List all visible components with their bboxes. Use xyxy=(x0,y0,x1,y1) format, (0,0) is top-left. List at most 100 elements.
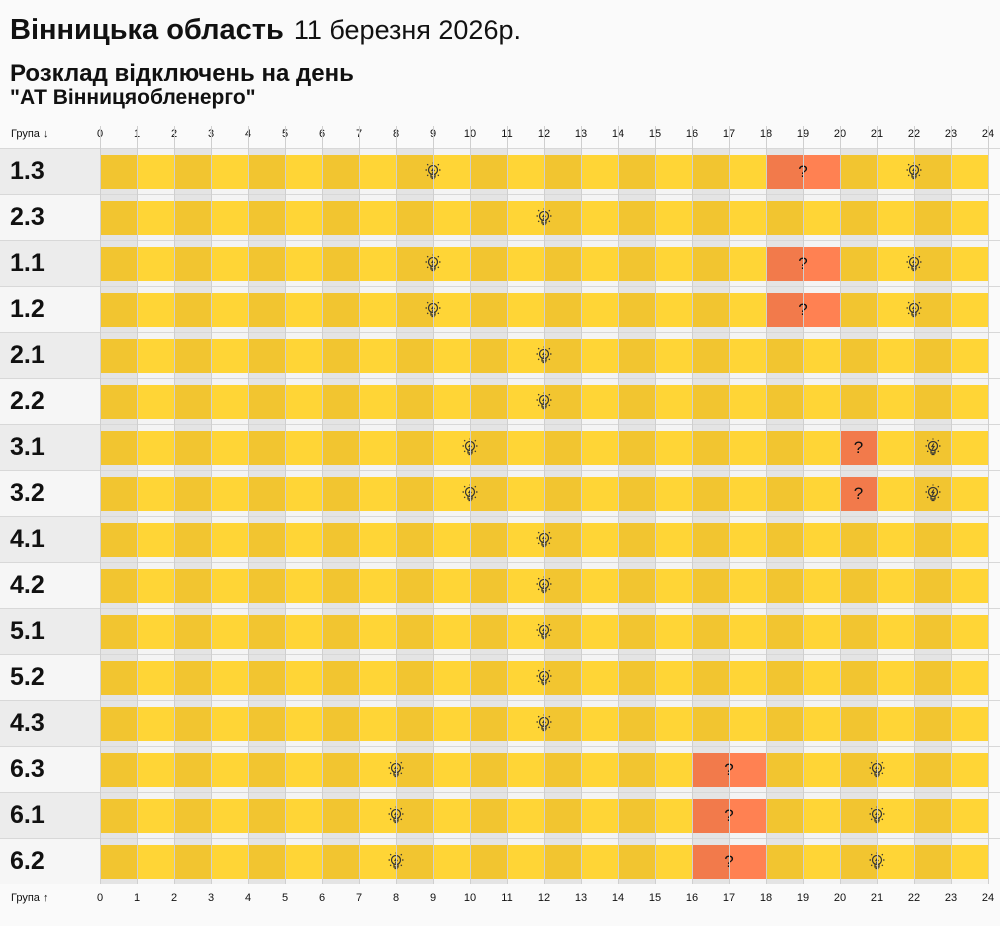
power-on-hour-cell[interactable] xyxy=(100,385,137,419)
power-on-hour-cell[interactable] xyxy=(211,799,248,833)
power-on-hour-cell[interactable] xyxy=(914,615,951,649)
power-on-hour-cell[interactable] xyxy=(581,845,618,879)
power-on-hour-cell[interactable] xyxy=(729,293,766,327)
power-on-hour-cell[interactable] xyxy=(803,339,840,373)
power-on-hour-cell[interactable] xyxy=(544,477,581,511)
power-on-hour-cell[interactable] xyxy=(581,753,618,787)
power-on-hour-cell[interactable] xyxy=(692,431,729,465)
power-on-hour-cell[interactable] xyxy=(396,293,433,327)
power-on-hour-cell[interactable] xyxy=(914,523,951,557)
power-on-hour-cell[interactable] xyxy=(729,615,766,649)
power-on-hour-cell[interactable] xyxy=(655,523,692,557)
power-on-hour-cell[interactable] xyxy=(285,385,322,419)
power-on-hour-cell[interactable] xyxy=(655,845,692,879)
power-on-hour-cell[interactable] xyxy=(581,707,618,741)
power-on-hour-cell[interactable] xyxy=(951,431,988,465)
power-on-hour-cell[interactable] xyxy=(322,707,359,741)
power-on-hour-cell[interactable] xyxy=(322,155,359,189)
power-on-hour-cell[interactable] xyxy=(729,155,766,189)
power-on-hour-cell[interactable] xyxy=(840,753,877,787)
power-on-hour-cell[interactable] xyxy=(618,155,655,189)
power-on-hour-cell[interactable] xyxy=(433,201,470,235)
power-on-hour-cell[interactable] xyxy=(544,201,581,235)
power-on-hour-cell[interactable] xyxy=(729,477,766,511)
power-on-hour-cell[interactable] xyxy=(692,247,729,281)
power-on-hour-cell[interactable] xyxy=(877,293,914,327)
power-on-hour-cell[interactable] xyxy=(248,431,285,465)
power-on-hour-cell[interactable] xyxy=(174,201,211,235)
power-on-hour-cell[interactable] xyxy=(877,477,914,511)
power-on-hour-cell[interactable] xyxy=(470,201,507,235)
power-on-hour-cell[interactable] xyxy=(581,293,618,327)
power-on-hour-cell[interactable] xyxy=(618,753,655,787)
power-on-hour-cell[interactable] xyxy=(766,431,803,465)
power-on-hour-cell[interactable] xyxy=(211,477,248,511)
power-on-hour-cell[interactable] xyxy=(803,569,840,603)
power-on-hour-cell[interactable] xyxy=(618,339,655,373)
power-on-hour-cell[interactable] xyxy=(470,523,507,557)
power-on-hour-cell[interactable] xyxy=(877,247,914,281)
power-on-hour-cell[interactable] xyxy=(840,707,877,741)
power-on-hour-cell[interactable] xyxy=(359,431,396,465)
power-on-hour-cell[interactable] xyxy=(359,799,396,833)
power-on-hour-cell[interactable] xyxy=(174,293,211,327)
power-on-hour-cell[interactable] xyxy=(396,155,433,189)
unknown-hour-cell[interactable] xyxy=(692,799,729,833)
power-on-hour-cell[interactable] xyxy=(359,845,396,879)
power-on-hour-cell[interactable] xyxy=(803,799,840,833)
power-on-hour-cell[interactable] xyxy=(544,661,581,695)
power-on-hour-cell[interactable] xyxy=(766,339,803,373)
power-on-hour-cell[interactable] xyxy=(396,339,433,373)
power-on-hour-cell[interactable] xyxy=(692,201,729,235)
power-on-hour-cell[interactable] xyxy=(322,201,359,235)
power-on-hour-cell[interactable] xyxy=(914,845,951,879)
power-on-hour-cell[interactable] xyxy=(766,661,803,695)
power-on-hour-cell[interactable] xyxy=(322,753,359,787)
power-on-hour-cell[interactable] xyxy=(211,155,248,189)
power-on-hour-cell[interactable] xyxy=(914,339,951,373)
power-on-hour-cell[interactable] xyxy=(248,293,285,327)
power-on-hour-cell[interactable] xyxy=(100,845,137,879)
power-on-hour-cell[interactable] xyxy=(174,707,211,741)
power-on-hour-cell[interactable] xyxy=(729,707,766,741)
power-on-hour-cell[interactable] xyxy=(174,753,211,787)
power-on-hour-cell[interactable] xyxy=(248,569,285,603)
unknown-hour-cell[interactable] xyxy=(692,753,729,787)
power-on-hour-cell[interactable] xyxy=(692,155,729,189)
power-on-hour-cell[interactable] xyxy=(137,155,174,189)
power-on-hour-cell[interactable] xyxy=(581,155,618,189)
power-on-hour-cell[interactable] xyxy=(137,569,174,603)
power-on-hour-cell[interactable] xyxy=(877,615,914,649)
power-on-hour-cell[interactable] xyxy=(137,523,174,557)
power-on-hour-cell[interactable] xyxy=(174,155,211,189)
power-on-hour-cell[interactable] xyxy=(137,247,174,281)
power-on-hour-cell[interactable] xyxy=(581,201,618,235)
power-on-hour-cell[interactable] xyxy=(174,247,211,281)
power-on-hour-cell[interactable] xyxy=(359,339,396,373)
power-on-hour-cell[interactable] xyxy=(618,201,655,235)
power-on-hour-cell[interactable] xyxy=(137,385,174,419)
power-on-hour-cell[interactable] xyxy=(137,707,174,741)
power-on-hour-cell[interactable] xyxy=(729,523,766,557)
power-on-hour-cell[interactable] xyxy=(100,799,137,833)
power-on-hour-cell[interactable] xyxy=(618,385,655,419)
power-on-hour-cell[interactable] xyxy=(433,431,470,465)
power-on-hour-cell[interactable] xyxy=(359,615,396,649)
power-on-hour-cell[interactable] xyxy=(951,477,988,511)
power-on-hour-cell[interactable] xyxy=(951,845,988,879)
unknown-hour-cell[interactable] xyxy=(766,155,803,189)
power-on-hour-cell[interactable] xyxy=(100,247,137,281)
power-on-hour-cell[interactable] xyxy=(174,615,211,649)
power-on-hour-cell[interactable] xyxy=(655,477,692,511)
power-on-hour-cell[interactable] xyxy=(729,339,766,373)
power-on-hour-cell[interactable] xyxy=(692,477,729,511)
power-on-hour-cell[interactable] xyxy=(877,569,914,603)
power-on-hour-cell[interactable] xyxy=(766,385,803,419)
power-on-hour-cell[interactable] xyxy=(803,201,840,235)
power-on-hour-cell[interactable] xyxy=(507,569,544,603)
power-on-hour-cell[interactable] xyxy=(470,569,507,603)
power-on-hour-cell[interactable] xyxy=(692,339,729,373)
power-on-hour-cell[interactable] xyxy=(581,569,618,603)
power-on-hour-cell[interactable] xyxy=(396,661,433,695)
power-on-hour-cell[interactable] xyxy=(285,155,322,189)
